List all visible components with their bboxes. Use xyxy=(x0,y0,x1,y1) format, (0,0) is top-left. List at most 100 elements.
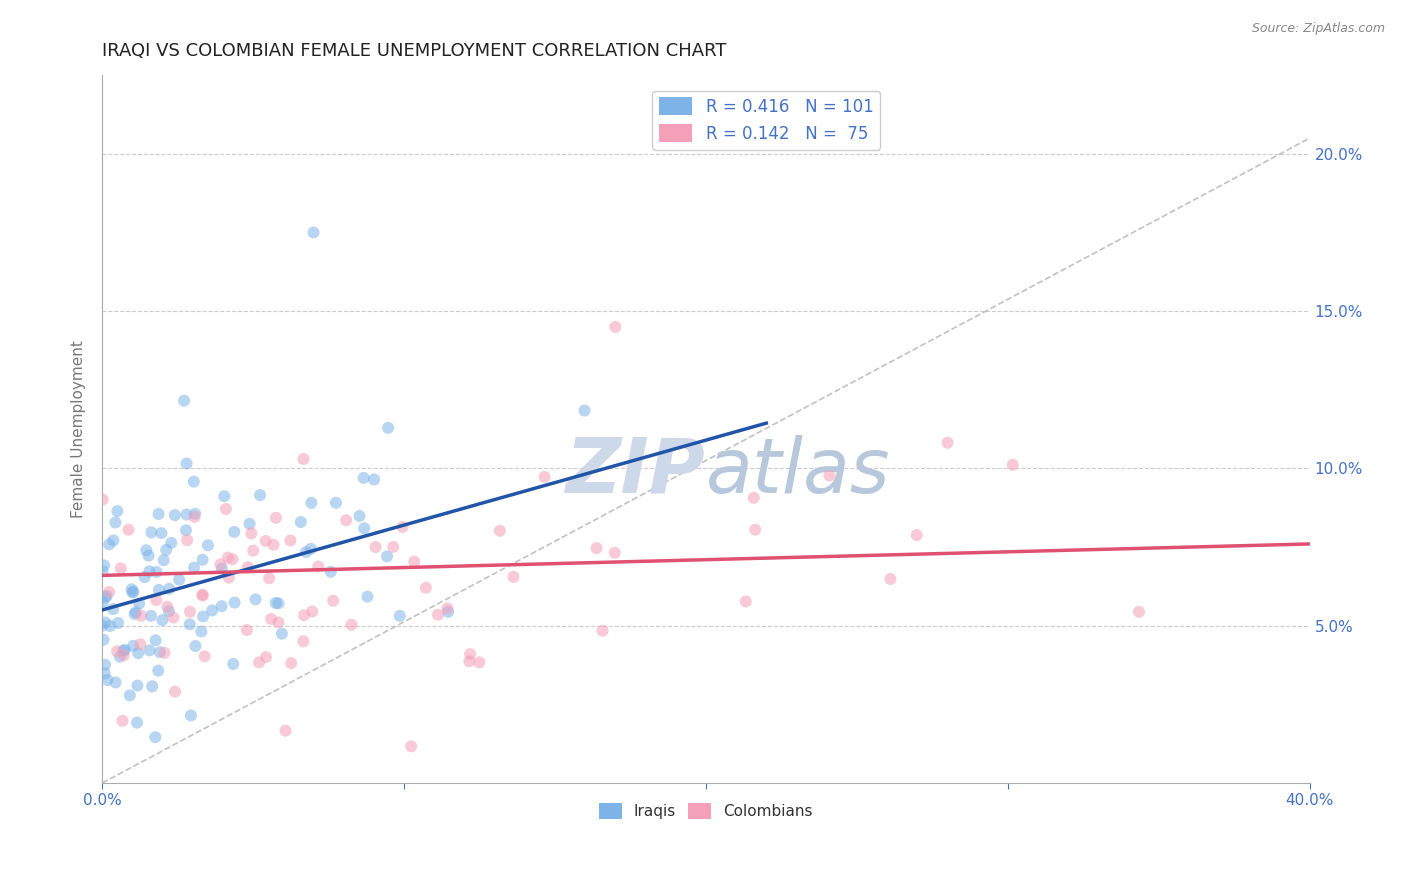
Text: ZIP: ZIP xyxy=(567,434,706,508)
Point xyxy=(121,585,143,599)
Point xyxy=(148,507,170,521)
Point xyxy=(905,528,928,542)
Point xyxy=(295,545,318,559)
Point xyxy=(112,643,135,657)
Point xyxy=(254,650,277,665)
Point xyxy=(105,644,128,658)
Point xyxy=(152,553,174,567)
Point xyxy=(157,604,180,618)
Point xyxy=(176,533,198,547)
Point xyxy=(179,605,201,619)
Point xyxy=(301,605,323,619)
Point xyxy=(404,555,426,569)
Point xyxy=(135,543,157,558)
Point xyxy=(299,541,322,556)
Point xyxy=(184,507,207,521)
Point xyxy=(121,582,143,597)
Point xyxy=(1001,458,1024,472)
Point xyxy=(426,607,449,622)
Point xyxy=(363,472,385,486)
Point xyxy=(335,513,357,527)
Point xyxy=(96,589,118,603)
Point xyxy=(129,637,152,651)
Point xyxy=(936,435,959,450)
Point xyxy=(180,708,202,723)
Point xyxy=(191,588,214,602)
Point xyxy=(117,523,139,537)
Point xyxy=(153,646,176,660)
Point xyxy=(264,596,287,610)
Point xyxy=(191,553,214,567)
Point xyxy=(145,633,167,648)
Point xyxy=(94,666,117,681)
Point xyxy=(127,679,149,693)
Point xyxy=(217,550,239,565)
Point xyxy=(274,723,297,738)
Y-axis label: Female Unemployment: Female Unemployment xyxy=(72,340,86,518)
Point xyxy=(110,561,132,575)
Point xyxy=(489,524,512,538)
Point xyxy=(103,533,125,548)
Point xyxy=(149,645,172,659)
Point xyxy=(125,715,148,730)
Point xyxy=(458,654,481,668)
Point xyxy=(221,552,243,566)
Legend: Iraqis, Colombians: Iraqis, Colombians xyxy=(593,797,820,825)
Point xyxy=(307,559,329,574)
Text: IRAQI VS COLOMBIAN FEMALE UNEMPLOYMENT CORRELATION CHART: IRAQI VS COLOMBIAN FEMALE UNEMPLOYMENT C… xyxy=(103,42,727,60)
Point xyxy=(129,608,152,623)
Point xyxy=(211,599,233,614)
Point xyxy=(224,596,246,610)
Point xyxy=(108,649,131,664)
Point xyxy=(263,538,285,552)
Point xyxy=(141,679,163,693)
Point xyxy=(240,526,263,541)
Point xyxy=(254,533,277,548)
Point xyxy=(280,656,302,670)
Point xyxy=(112,648,135,663)
Point xyxy=(201,603,224,617)
Point xyxy=(209,558,232,572)
Point xyxy=(340,617,363,632)
Point xyxy=(118,689,141,703)
Point xyxy=(574,403,596,417)
Point xyxy=(222,657,245,671)
Point xyxy=(124,607,146,621)
Point xyxy=(98,619,121,633)
Point xyxy=(302,226,325,240)
Point xyxy=(267,615,290,630)
Point xyxy=(191,589,214,603)
Point xyxy=(98,537,121,551)
Point xyxy=(247,656,270,670)
Point xyxy=(122,584,145,599)
Point xyxy=(134,570,156,584)
Point xyxy=(91,492,114,507)
Point xyxy=(415,581,437,595)
Point xyxy=(183,475,205,489)
Point xyxy=(270,626,292,640)
Point xyxy=(319,565,342,579)
Point xyxy=(744,523,766,537)
Point xyxy=(96,673,118,687)
Point xyxy=(94,657,117,672)
Point xyxy=(163,684,186,698)
Point xyxy=(104,516,127,530)
Point xyxy=(592,624,614,638)
Point xyxy=(148,664,170,678)
Point xyxy=(111,714,134,728)
Point xyxy=(502,570,524,584)
Point xyxy=(280,533,302,548)
Point xyxy=(1128,605,1150,619)
Point xyxy=(174,523,197,537)
Point xyxy=(91,595,114,609)
Point xyxy=(191,609,214,624)
Point xyxy=(236,623,259,637)
Point xyxy=(125,605,148,619)
Point xyxy=(138,643,160,657)
Point xyxy=(138,549,160,563)
Point xyxy=(150,613,173,627)
Text: atlas: atlas xyxy=(706,434,890,508)
Point xyxy=(353,471,375,485)
Point xyxy=(173,393,195,408)
Point xyxy=(160,536,183,550)
